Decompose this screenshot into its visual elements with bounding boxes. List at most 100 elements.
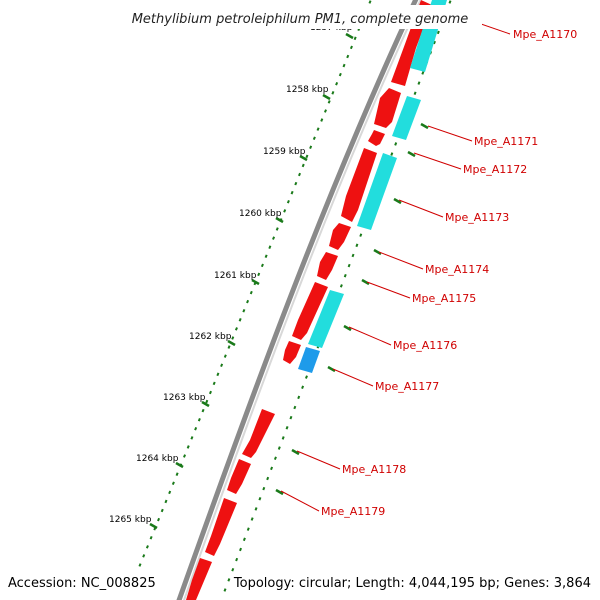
tick-dot bbox=[359, 233, 363, 237]
leader-line bbox=[398, 199, 444, 218]
gene-arrow[interactable] bbox=[341, 148, 377, 222]
tick-dot bbox=[312, 136, 316, 140]
tick-dot bbox=[436, 30, 440, 35]
kbp-tick bbox=[149, 522, 158, 530]
tick-dot bbox=[316, 127, 320, 131]
tick-dot bbox=[223, 354, 227, 358]
tick-dot bbox=[208, 390, 212, 395]
tick-dot bbox=[260, 263, 264, 268]
gene-label[interactable]: Mpe_A1178 bbox=[342, 463, 406, 476]
gene-tick bbox=[393, 197, 402, 205]
kbp-tick bbox=[227, 339, 236, 347]
gene-label[interactable]: Mpe_A1176 bbox=[393, 339, 457, 352]
gene-label[interactable]: Mpe_A1171 bbox=[474, 135, 538, 148]
tick-dot bbox=[413, 91, 417, 95]
tick-dot bbox=[289, 415, 293, 420]
leader-line bbox=[296, 450, 341, 470]
gene-arrow[interactable] bbox=[242, 409, 275, 458]
tick-dot bbox=[194, 427, 198, 431]
gene-label[interactable]: Mpe_A1177 bbox=[375, 380, 439, 393]
gene-label[interactable]: Mpe_A1175 bbox=[412, 292, 476, 305]
tick-dot bbox=[347, 263, 351, 268]
gene-tick bbox=[343, 324, 352, 332]
gene-tick bbox=[420, 122, 429, 130]
gene-block[interactable] bbox=[298, 347, 320, 373]
tick-dot bbox=[242, 537, 246, 542]
gene-arrow[interactable] bbox=[368, 130, 385, 146]
tick-dot bbox=[285, 426, 289, 430]
gene-label[interactable]: Mpe_A1170 bbox=[513, 28, 577, 41]
tick-dot bbox=[160, 508, 164, 513]
tick-dot bbox=[351, 253, 355, 258]
tick-dot bbox=[264, 254, 268, 259]
gene-block[interactable] bbox=[308, 290, 344, 348]
tick-dot bbox=[175, 472, 179, 476]
tick-dot bbox=[186, 445, 190, 449]
tick-dot bbox=[212, 381, 216, 386]
tick-dot bbox=[190, 436, 194, 440]
gene-tick bbox=[275, 488, 284, 496]
tick-dot bbox=[281, 436, 285, 440]
map-title: Methylibium petroleiphilum PM1, complete… bbox=[132, 12, 469, 27]
tick-dot bbox=[234, 327, 238, 331]
gene-arrow[interactable] bbox=[292, 282, 328, 340]
tick-dot bbox=[309, 145, 313, 150]
gene-arrow[interactable] bbox=[374, 88, 401, 128]
gene-arrow[interactable] bbox=[227, 459, 251, 494]
tick-dot bbox=[197, 417, 201, 422]
tick-dot bbox=[220, 363, 224, 367]
kbp-ticks bbox=[149, 18, 444, 530]
gene-tick bbox=[291, 448, 300, 456]
gene-block[interactable] bbox=[392, 96, 421, 140]
gene-arrow[interactable] bbox=[186, 558, 212, 600]
tick-dot bbox=[298, 172, 302, 177]
tick-dot bbox=[301, 163, 305, 168]
kbp-tick bbox=[175, 461, 184, 469]
tick-dot bbox=[417, 81, 421, 85]
gene-tick bbox=[373, 248, 382, 256]
tick-dot bbox=[249, 290, 253, 295]
tick-dot bbox=[145, 545, 149, 549]
gene-arrow[interactable] bbox=[317, 252, 338, 280]
gene-arrow[interactable] bbox=[329, 223, 351, 250]
kbp-tick bbox=[275, 216, 284, 224]
tick-dot bbox=[323, 109, 327, 113]
tick-dot bbox=[246, 527, 250, 531]
tick-dot bbox=[272, 236, 276, 240]
tick-dot bbox=[343, 273, 347, 278]
title-backdrop bbox=[118, 5, 482, 29]
tick-dot bbox=[205, 399, 209, 404]
tick-dot bbox=[157, 517, 161, 522]
tick-dot bbox=[390, 152, 394, 156]
tick-dot bbox=[168, 490, 172, 495]
tick-dot bbox=[273, 456, 277, 460]
kbp-tick bbox=[251, 278, 260, 286]
tick-dot bbox=[290, 190, 294, 195]
gene-arrow[interactable] bbox=[205, 498, 237, 556]
tick-dot bbox=[327, 100, 331, 104]
gene-label[interactable]: Mpe_A1179 bbox=[321, 505, 385, 518]
tick-dot bbox=[238, 318, 242, 322]
tick-dot bbox=[297, 395, 301, 400]
gene-block[interactable] bbox=[357, 153, 397, 230]
gene-label[interactable]: Mpe_A1174 bbox=[425, 263, 489, 276]
tick-dot bbox=[335, 81, 339, 86]
tick-dot bbox=[293, 405, 297, 410]
tick-dot bbox=[258, 497, 262, 501]
tick-dot bbox=[304, 375, 308, 379]
gene-label[interactable]: Mpe_A1173 bbox=[445, 211, 509, 224]
tick-dot bbox=[216, 372, 220, 377]
tick-dot bbox=[421, 71, 425, 75]
tick-dot bbox=[268, 245, 272, 249]
gene-label[interactable]: Mpe_A1172 bbox=[463, 163, 527, 176]
tick-dot bbox=[433, 40, 436, 45]
tick-dot bbox=[294, 181, 298, 186]
genome-backbone-highlight bbox=[183, 0, 422, 600]
tick-dot bbox=[353, 36, 357, 41]
tick-dot bbox=[368, 0, 372, 4]
tick-dot bbox=[286, 200, 290, 204]
gene-arrow[interactable] bbox=[283, 341, 301, 364]
leader-line bbox=[348, 326, 392, 346]
leader-line bbox=[366, 281, 411, 299]
